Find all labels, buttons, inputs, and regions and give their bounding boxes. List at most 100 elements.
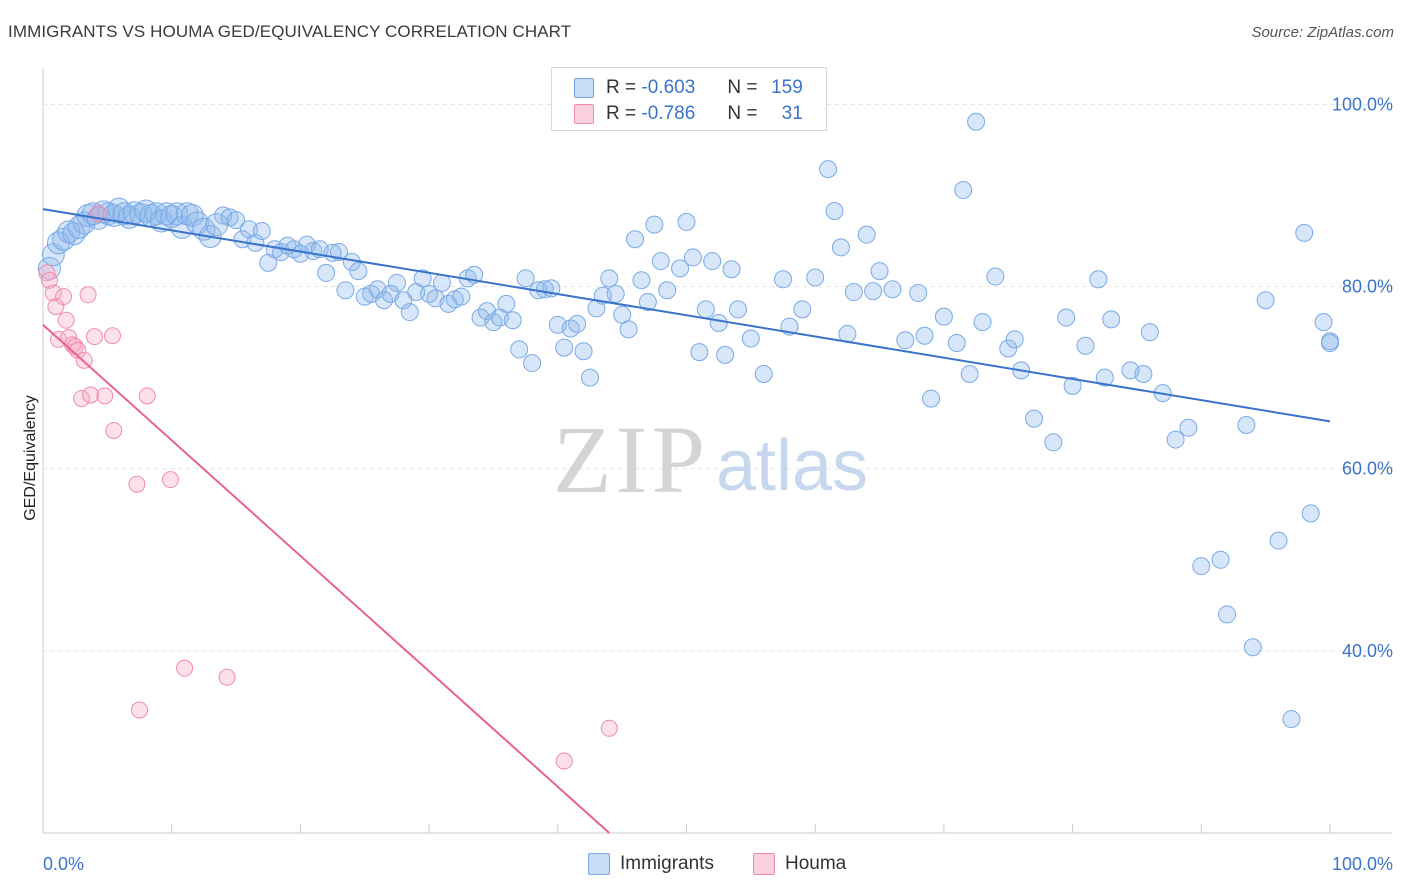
immigrants-point xyxy=(632,271,651,290)
immigrants-point xyxy=(831,238,850,257)
immigrants-point xyxy=(1024,409,1043,428)
immigrants-point xyxy=(741,329,760,348)
immigrants-point xyxy=(1282,710,1301,729)
immigrants-point xyxy=(857,225,876,244)
y-tick-label: 60.0% xyxy=(1342,459,1393,479)
legend-n-value: 31 xyxy=(781,103,803,124)
immigrants-point xyxy=(690,343,709,362)
immigrants-point xyxy=(252,222,271,241)
x-axis-ticks xyxy=(171,824,1331,833)
bottom-legend-label-houma: Houma xyxy=(785,853,847,874)
immigrants-point xyxy=(638,293,657,312)
immigrants-point xyxy=(420,284,439,303)
immigrants-point xyxy=(1134,365,1153,383)
immigrants-point xyxy=(922,389,941,408)
houma-point xyxy=(82,386,100,404)
houma-point xyxy=(96,387,114,405)
immigrants-point xyxy=(1321,332,1339,351)
y-tick-label: 80.0% xyxy=(1342,277,1393,297)
immigrants-point xyxy=(934,307,953,326)
immigrants-point xyxy=(349,262,368,281)
immigrants-point xyxy=(806,268,825,287)
legend-swatch-houma xyxy=(574,104,594,124)
immigrants-point xyxy=(819,160,838,179)
immigrants-point xyxy=(484,313,503,332)
houma-point xyxy=(55,288,73,306)
immigrants-point xyxy=(947,334,966,353)
immigrants-point xyxy=(317,263,336,282)
legend-r-value: -0.603 xyxy=(641,77,696,98)
immigrants-point xyxy=(555,338,574,357)
legend-row-houma: R = -0.786 N = 31 xyxy=(574,102,803,126)
immigrants-point xyxy=(205,213,229,237)
bottom-legend-houma: Houma xyxy=(753,850,846,878)
houma-point xyxy=(73,390,91,408)
correlation-legend: R = -0.603 N = 159 R = -0.786 N = 31 xyxy=(551,67,827,131)
houma-point xyxy=(555,752,573,770)
houma-point xyxy=(105,421,123,439)
houma-point xyxy=(600,719,618,737)
immigrants-point xyxy=(497,294,516,313)
legend-row-immigrants: R = -0.603 N = 159 xyxy=(574,76,803,100)
immigrants-point xyxy=(1095,368,1114,387)
legend-n-label: N = xyxy=(727,103,758,124)
chart-title: IMMIGRANTS VS HOUMA GED/EQUIVALENCY CORR… xyxy=(8,22,572,41)
immigrants-point xyxy=(452,287,471,306)
immigrants-point xyxy=(1057,308,1076,327)
immigrants-point xyxy=(967,112,986,131)
immigrants-point xyxy=(651,252,670,271)
immigrants-point xyxy=(1269,531,1288,550)
y-tick-labels: 40.0% 60.0% 80.0% 100.0% xyxy=(1332,94,1393,660)
houma-point xyxy=(138,387,156,405)
immigrants-point xyxy=(1089,270,1108,289)
houma-point xyxy=(69,341,87,359)
immigrants-point xyxy=(716,345,735,364)
immigrants-point xyxy=(658,281,677,300)
immigrants-point xyxy=(1256,291,1275,310)
immigrants-point xyxy=(619,320,638,339)
immigrants-point xyxy=(394,291,413,310)
legend-n-value: 159 xyxy=(771,77,803,98)
y-tick-label: 40.0% xyxy=(1342,641,1393,661)
houma-point xyxy=(128,475,146,493)
y-tick-label: 100.0% xyxy=(1332,94,1393,114)
immigrants-point xyxy=(1237,416,1256,434)
immigrants-point xyxy=(1301,504,1320,523)
immigrants-point xyxy=(915,326,934,345)
immigrants-point xyxy=(600,269,619,288)
immigrants-point xyxy=(703,252,722,271)
legend-n-label: N = xyxy=(727,77,758,98)
immigrants-point xyxy=(1295,223,1314,242)
immigrants-point xyxy=(561,319,580,338)
immigrants-point xyxy=(1044,433,1063,452)
immigrants-point xyxy=(645,215,664,234)
immigrants-point xyxy=(677,212,696,231)
immigrants-point xyxy=(510,340,529,359)
houma-point xyxy=(85,328,103,346)
immigrants-point xyxy=(825,201,844,220)
immigrants-point xyxy=(696,300,715,319)
immigrants-point xyxy=(516,269,535,288)
immigrants-point xyxy=(387,273,406,292)
houma-point xyxy=(176,659,194,677)
houma-point xyxy=(79,286,97,304)
immigrants-point xyxy=(883,280,902,299)
watermark: ZIP atlas xyxy=(553,406,868,513)
immigrants-point xyxy=(986,267,1005,286)
immigrants-point xyxy=(870,262,889,281)
immigrants-point xyxy=(580,368,599,387)
immigrants-point xyxy=(1314,313,1333,332)
houma-point xyxy=(161,471,179,489)
immigrants-point xyxy=(960,365,979,383)
immigrants-point xyxy=(1166,430,1185,449)
legend-r-label: R = xyxy=(606,103,637,124)
y-axis-label: GED/Equivalency xyxy=(22,395,39,520)
grid-lines xyxy=(43,103,1392,652)
legend-swatch-immigrants xyxy=(574,78,594,98)
immigrants-point xyxy=(330,242,349,261)
houma-point xyxy=(103,327,121,345)
immigrants-point xyxy=(568,314,587,333)
immigrants-point xyxy=(1140,323,1159,342)
immigrants-point xyxy=(503,311,522,330)
immigrants-point xyxy=(626,230,645,249)
